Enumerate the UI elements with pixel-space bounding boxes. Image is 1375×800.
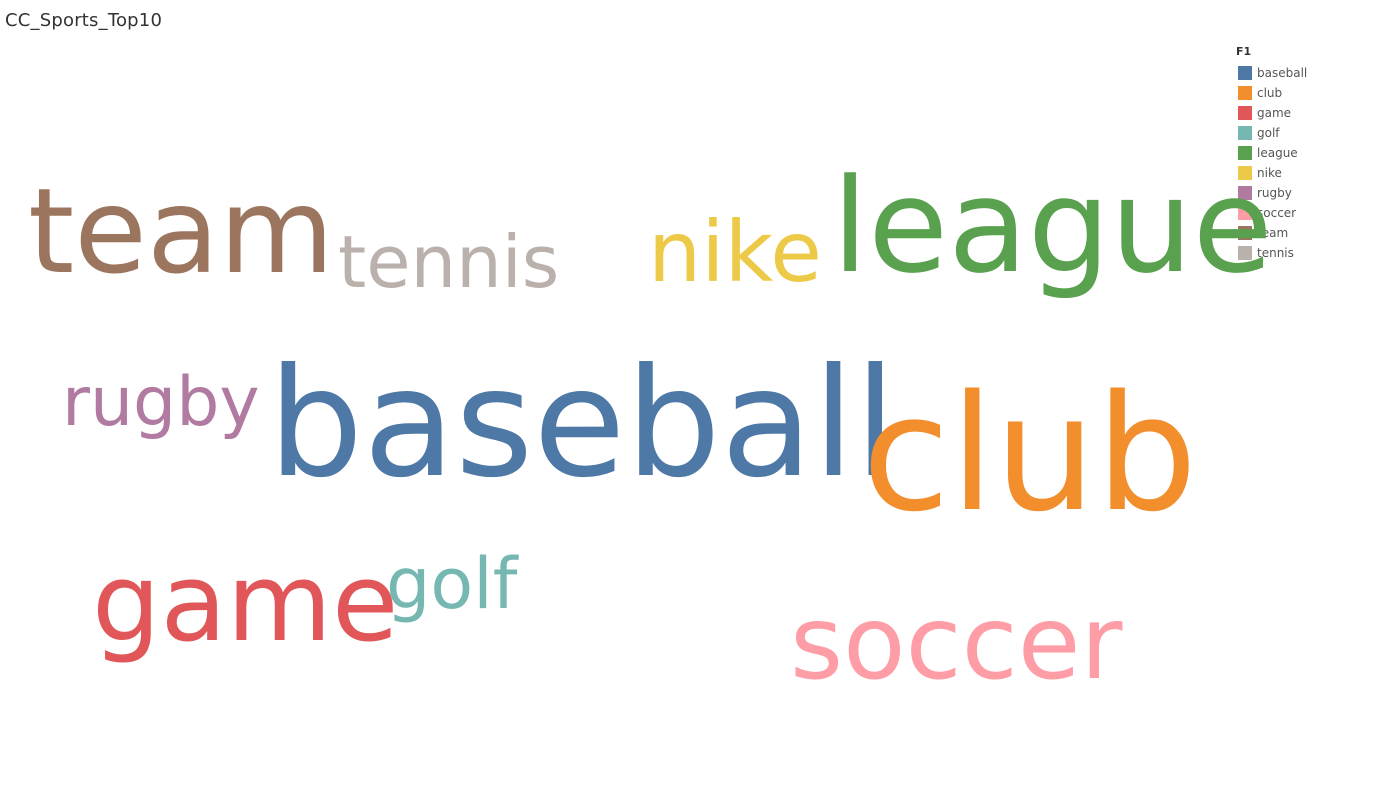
legend-label: soccer — [1257, 206, 1297, 220]
legend-swatch — [1238, 186, 1252, 200]
legend-item-nike[interactable]: nike — [1236, 163, 1356, 183]
word-club[interactable]: club — [862, 360, 1198, 548]
legend-label: rugby — [1257, 186, 1292, 200]
word-game[interactable]: game — [92, 540, 399, 666]
legend-label: golf — [1257, 126, 1280, 140]
legend-item-golf[interactable]: golf — [1236, 123, 1356, 143]
word-league[interactable]: league — [832, 150, 1273, 303]
legend-label: tennis — [1257, 246, 1294, 260]
legend-label: game — [1257, 106, 1292, 120]
legend-swatch — [1238, 166, 1252, 180]
word-soccer[interactable]: soccer — [790, 584, 1123, 704]
legend-swatch — [1238, 226, 1252, 240]
legend-item-game[interactable]: game — [1236, 103, 1356, 123]
color-legend: F1 baseball club game golf league nike r… — [1236, 45, 1356, 263]
word-rugby[interactable]: rugby — [62, 362, 260, 442]
legend-swatch — [1238, 206, 1252, 220]
legend-title: F1 — [1236, 45, 1252, 58]
legend-swatch — [1238, 86, 1252, 100]
legend-label: team — [1257, 226, 1289, 240]
legend-item-team[interactable]: team — [1236, 223, 1356, 243]
legend-item-league[interactable]: league — [1236, 143, 1356, 163]
legend-label: club — [1257, 86, 1283, 100]
legend-swatch — [1238, 246, 1252, 260]
legend-item-soccer[interactable]: soccer — [1236, 203, 1356, 223]
legend-item-club[interactable]: club — [1236, 83, 1356, 103]
legend-label: baseball — [1257, 66, 1308, 80]
legend-swatch — [1238, 106, 1252, 120]
word-nike[interactable]: nike — [648, 202, 822, 301]
legend-item-baseball[interactable]: baseball — [1236, 63, 1356, 83]
word-baseball[interactable]: baseball — [268, 336, 897, 511]
legend-item-tennis[interactable]: tennis — [1236, 243, 1356, 263]
legend-swatch — [1238, 66, 1252, 80]
word-tennis[interactable]: tennis — [338, 220, 560, 305]
legend-label: league — [1257, 146, 1298, 160]
legend-swatch — [1238, 146, 1252, 160]
legend-swatch — [1238, 126, 1252, 140]
sheet-title: CC_Sports_Top10 — [5, 10, 163, 31]
legend-label: nike — [1257, 166, 1282, 180]
legend-item-rugby[interactable]: rugby — [1236, 183, 1356, 203]
word-team[interactable]: team — [28, 162, 335, 301]
word-golf[interactable]: golf — [386, 542, 518, 625]
